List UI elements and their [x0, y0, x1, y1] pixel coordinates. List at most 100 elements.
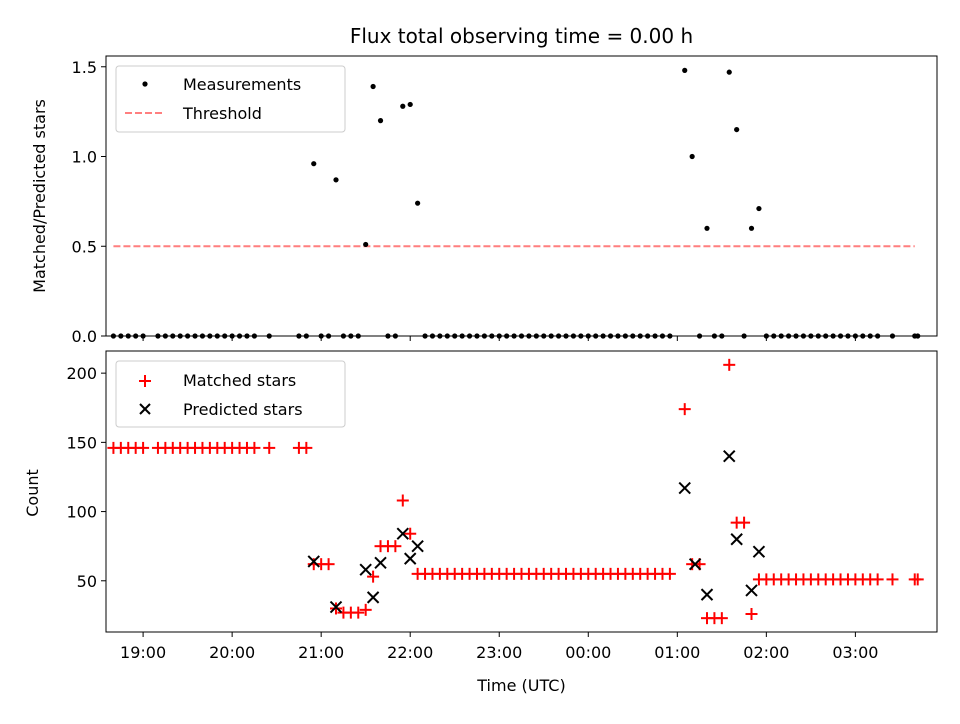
top-legend-box: [115, 65, 346, 133]
measurement-point: [726, 69, 732, 75]
matched-star-point: [137, 441, 150, 454]
legend-matched-label: Matched stars: [183, 371, 296, 390]
matched-star-point: [723, 358, 736, 371]
predicted-star-stroke: [745, 584, 758, 597]
bottom-legend: Matched stars Predicted stars: [115, 360, 346, 428]
predicted-star-point: [403, 552, 417, 565]
bottom-panel: 50 100 150 200 19:00 20:00 21:00 22:00 23:00 00:…: [23, 350, 938, 695]
bottom-x-tick-label: 02:00: [743, 643, 789, 662]
predicted-star-stroke: [366, 591, 380, 604]
measurement-points: [110, 67, 921, 339]
predicted-star-point: [700, 588, 714, 601]
top-y-ticks: 0.0 0.5 1.0 1.5: [72, 58, 106, 346]
measurement-point: [682, 67, 688, 73]
count-points: [107, 358, 924, 625]
matched-star-point: [738, 516, 751, 529]
predicted-star-point: [411, 539, 424, 553]
predicted-star-point: [329, 600, 343, 614]
predicted-star-point: [752, 545, 766, 558]
legend-threshold-label: Threshold: [182, 104, 262, 123]
legend-matched-marker: [139, 375, 151, 387]
predicted-star-point: [374, 556, 387, 569]
matched-star-point: [396, 494, 409, 507]
measurement-point: [370, 83, 376, 90]
measurement-point: [704, 225, 710, 231]
legend-predicted-label: Predicted stars: [183, 400, 303, 419]
matched-star-point: [263, 441, 276, 454]
top-legend: Measurements Threshold: [115, 65, 346, 133]
matched-star-point: [745, 608, 758, 621]
measurement-point: [363, 241, 369, 248]
predicted-star-stroke: [752, 545, 766, 558]
bottom-x-tick-label: 20:00: [209, 643, 255, 662]
measurement-point: [311, 161, 317, 167]
measurement-point: [415, 200, 421, 206]
bottom-y-ticks: 50 100 150 200: [66, 364, 106, 591]
matched-star-point: [715, 612, 728, 625]
matched-star-point: [886, 573, 899, 586]
predicted-star-stroke: [723, 449, 736, 463]
bottom-axes-frame: [105, 350, 938, 633]
measurement-point: [377, 118, 384, 124]
top-axes-frame: [105, 55, 938, 337]
chart-title: Flux total observing time = 0.00 h: [350, 24, 693, 48]
predicted-star-point: [745, 584, 758, 597]
matched-star-point: [911, 573, 924, 586]
predicted-star-point: [688, 557, 702, 571]
matched-star-point: [352, 606, 365, 619]
matched-star-point: [871, 573, 884, 586]
predicted-star-point: [730, 533, 743, 546]
x-axis-label: Time (UTC): [476, 676, 565, 695]
legend-predicted-marker: [139, 403, 151, 415]
bottom-legend-box: [115, 360, 346, 428]
predicted-star-stroke: [329, 600, 343, 614]
measurement-point: [400, 103, 406, 109]
matched-star-point: [678, 403, 691, 416]
top-y-tick-label: 1.5: [72, 58, 97, 77]
measurement-point: [689, 153, 695, 160]
measurement-point: [748, 225, 755, 231]
matched-star-point: [404, 527, 417, 540]
top-y-tick-label: 1.0: [72, 148, 97, 167]
predicted-star-stroke: [411, 539, 424, 553]
bottom-y-tick-label: 150: [66, 433, 97, 452]
predicted-star-stroke: [730, 533, 743, 546]
legend-measurements-marker: [142, 81, 148, 87]
predicted-star-stroke: [359, 563, 372, 576]
matched-star-point: [359, 603, 372, 616]
predicted-star-stroke: [374, 556, 387, 569]
matched-star-point: [322, 558, 335, 571]
bottom-x-tick-label: 23:00: [476, 643, 522, 662]
bottom-x-tick-label: 03:00: [832, 643, 878, 662]
top-y-tick-label: 0.0: [72, 327, 97, 346]
bottom-x-tick-label: 22:00: [387, 643, 433, 662]
matched-star-point: [367, 570, 380, 583]
bottom-x-tick-label: 19:00: [120, 643, 166, 662]
matched-star-point: [663, 567, 676, 580]
bottom-x-tick-label: 01:00: [654, 643, 700, 662]
predicted-star-point: [307, 555, 320, 568]
predicted-star-stroke: [307, 555, 320, 568]
predicted-star-point: [366, 591, 380, 604]
bottom-y-tick-label: 100: [66, 503, 97, 522]
bottom-x-tick-label: 21:00: [298, 643, 344, 662]
predicted-star-stroke: [700, 588, 714, 601]
top-y-axis-label: Matched/Predicted stars: [30, 99, 49, 293]
predicted-star-stroke: [396, 527, 409, 540]
matched-star-point: [248, 441, 261, 454]
bottom-y-tick-label: 50: [77, 572, 97, 591]
measurement-point: [756, 205, 762, 212]
predicted-star-stroke: [688, 557, 702, 571]
measurement-point: [407, 101, 413, 108]
matched-star-point: [389, 540, 402, 553]
predicted-star-point: [723, 449, 736, 463]
bottom-x-ticks: 19:00 20:00 21:00 22:00 23:00 00:00 01:00 02:00…: [120, 632, 878, 662]
top-panel: 0.0 0.5 1.0 1.5 Matched/Predicted stars Mea…: [30, 55, 938, 346]
predicted-star-point: [396, 527, 409, 540]
top-x-ticks: [142, 336, 856, 341]
predicted-star-point: [678, 481, 691, 495]
measurement-point: [734, 126, 740, 133]
measurement-point: [333, 177, 339, 183]
